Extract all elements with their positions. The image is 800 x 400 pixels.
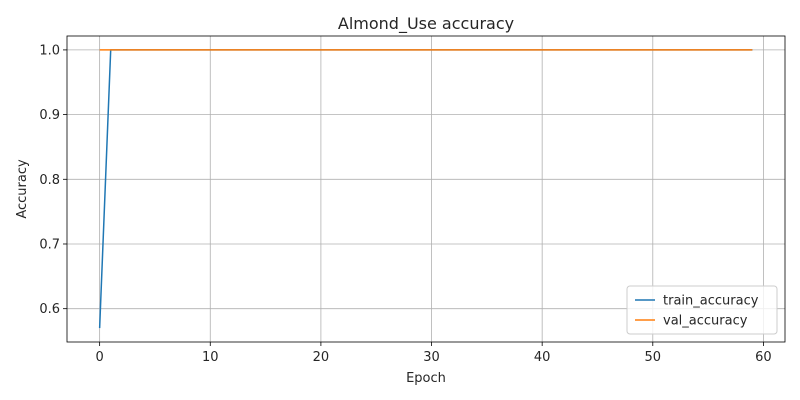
chart-title: Almond_Use accuracy	[338, 14, 514, 34]
x-axis-label: Epoch	[406, 371, 446, 386]
x-tick-label: 50	[645, 350, 662, 365]
axis-ticks: 0 10 20 30 40 50 60 0.6 0.7 0.8 0.9 1.0	[39, 43, 771, 365]
series-lines	[98, 49, 753, 329]
plot-frame	[66, 35, 786, 343]
legend-label: train_accuracy	[663, 294, 759, 309]
x-tick-label: 10	[202, 350, 219, 365]
y-tick-label: 1.0	[39, 43, 60, 58]
x-tick-label: 40	[534, 350, 551, 365]
x-tick-label: 60	[755, 350, 772, 365]
y-tick-label: 0.9	[39, 108, 60, 123]
y-tick-label: 0.8	[39, 173, 60, 188]
y-axis-label: Accuracy	[15, 159, 30, 219]
legend-label: val_accuracy	[663, 314, 748, 329]
y-tick-label: 0.6	[39, 302, 60, 317]
x-tick-label: 30	[423, 350, 440, 365]
legend: train_accuracy val_accuracy	[626, 285, 778, 335]
legend-box	[626, 285, 778, 335]
y-tick-label: 0.7	[39, 237, 60, 252]
x-tick-label: 20	[313, 350, 330, 365]
x-tick-label: 0	[95, 350, 103, 365]
